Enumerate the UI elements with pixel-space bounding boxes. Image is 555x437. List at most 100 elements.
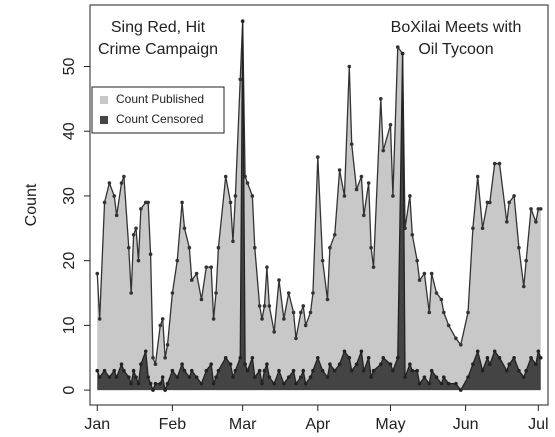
point <box>257 304 262 308</box>
legend-swatch <box>100 116 108 124</box>
point <box>175 375 180 379</box>
point <box>223 174 228 179</box>
point <box>536 349 541 354</box>
point <box>143 349 148 354</box>
point <box>240 19 245 23</box>
point <box>458 343 463 347</box>
point <box>308 375 313 379</box>
point <box>359 349 364 354</box>
point <box>446 323 451 328</box>
point <box>209 265 213 269</box>
point <box>311 291 315 295</box>
point <box>320 258 325 263</box>
point <box>512 355 516 360</box>
point <box>325 375 330 379</box>
point <box>422 271 427 276</box>
point <box>354 187 359 192</box>
legend-label: Count Published <box>116 92 204 106</box>
point <box>359 174 364 179</box>
point <box>434 375 439 379</box>
point <box>311 368 315 373</box>
point <box>165 381 170 386</box>
y-tick-label: 10 <box>61 316 78 334</box>
area <box>97 21 541 391</box>
point <box>534 220 538 224</box>
y-tick-label: 50 <box>61 57 78 75</box>
point <box>480 226 485 231</box>
point <box>252 375 257 379</box>
point <box>303 323 308 328</box>
point <box>497 161 502 166</box>
point <box>204 265 209 269</box>
point <box>492 349 497 354</box>
point <box>250 194 255 198</box>
point <box>153 362 158 367</box>
point <box>294 381 298 386</box>
point <box>349 368 354 373</box>
point <box>505 368 509 373</box>
annotation: Sing Red, Hit <box>111 19 206 36</box>
point <box>441 375 446 379</box>
point <box>97 317 102 321</box>
point <box>182 368 187 373</box>
point <box>454 381 458 386</box>
point <box>272 381 276 386</box>
legend-swatch <box>100 96 108 104</box>
point <box>485 355 490 360</box>
point <box>378 97 383 101</box>
point <box>216 368 221 373</box>
point <box>216 245 221 250</box>
point <box>512 194 516 198</box>
point <box>277 278 281 282</box>
point <box>199 297 204 302</box>
point <box>286 375 291 379</box>
point <box>262 304 267 308</box>
point <box>194 271 199 276</box>
point <box>371 265 376 269</box>
point <box>163 355 167 360</box>
point <box>151 388 155 392</box>
point <box>126 375 131 379</box>
legend-label: Count Censored <box>116 112 203 126</box>
point <box>282 381 286 386</box>
point <box>466 375 470 379</box>
point <box>102 368 107 373</box>
point <box>415 368 419 373</box>
point <box>517 245 521 250</box>
point <box>228 362 233 367</box>
point <box>170 291 175 295</box>
point <box>211 381 216 386</box>
point <box>136 381 141 386</box>
point <box>381 355 386 360</box>
point <box>134 375 138 379</box>
point <box>97 375 102 379</box>
point <box>209 362 213 367</box>
point <box>131 368 136 373</box>
point <box>475 174 480 179</box>
point <box>325 297 330 302</box>
point <box>250 355 255 360</box>
point <box>277 368 281 373</box>
point <box>362 368 366 373</box>
point <box>415 258 419 263</box>
point <box>391 368 395 373</box>
point <box>107 375 112 379</box>
point <box>238 77 243 82</box>
point <box>410 368 415 373</box>
point <box>480 368 485 373</box>
point <box>395 355 400 360</box>
point <box>308 310 313 315</box>
point <box>342 194 347 198</box>
point <box>272 330 276 334</box>
point <box>294 336 298 341</box>
point <box>233 194 238 198</box>
point <box>454 336 458 341</box>
point <box>252 245 257 250</box>
point <box>228 200 233 205</box>
point <box>429 271 434 276</box>
point <box>158 381 163 386</box>
point <box>243 362 247 367</box>
point <box>388 362 393 367</box>
point <box>488 362 492 367</box>
